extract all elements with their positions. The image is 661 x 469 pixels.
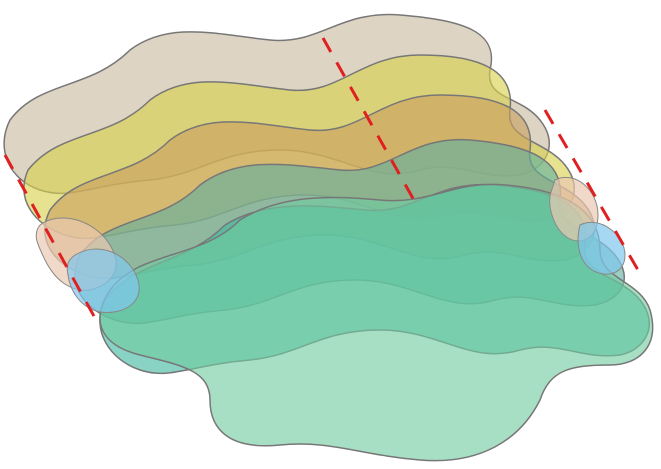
right-blob-2 [577,221,626,275]
guide-line-right [543,109,640,271]
guide-line-left [3,154,97,319]
left-blob-2 [66,248,140,314]
layers-group [3,13,654,462]
layer-surface-6 [99,183,654,462]
guide-lines-group [3,37,640,319]
guide-line-center [321,37,417,203]
